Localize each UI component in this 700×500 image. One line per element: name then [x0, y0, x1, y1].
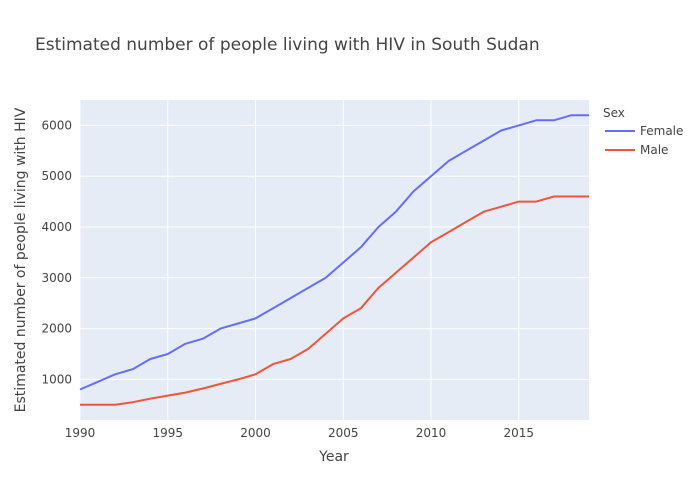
x-tick-label: 2005: [328, 426, 359, 440]
legend-label: Female: [640, 124, 683, 138]
x-tick-label: 2000: [240, 426, 271, 440]
chart-title: Estimated number of people living with H…: [35, 35, 540, 55]
y-tick-label: 5000: [41, 169, 72, 183]
y-tick-label: 4000: [41, 220, 72, 234]
series-line-male: [80, 195, 589, 406]
legend-title: Sex: [603, 106, 625, 120]
y-tick-label: 2000: [41, 322, 72, 336]
legend: Sex Female Male: [603, 106, 683, 157]
legend-item-female[interactable]: Female: [605, 124, 683, 138]
y-tick-label: 1000: [41, 372, 72, 386]
series-line-female: [79, 114, 589, 391]
y-axis-ticks: 1000 2000 3000 4000 5000 6000: [41, 118, 72, 386]
x-tick-label: 1990: [65, 426, 96, 440]
y-axis-title: Estimated number of people living with H…: [13, 107, 29, 412]
plot-area: [80, 100, 589, 420]
x-tick-label: 2010: [416, 426, 447, 440]
x-axis-ticks: 1990 1995 2000 2005 2010 2015: [65, 426, 534, 440]
x-axis-title: Year: [318, 449, 349, 465]
series-lines: [79, 114, 589, 406]
x-tick-label: 2015: [504, 426, 535, 440]
x-tick-label: 1995: [152, 426, 183, 440]
gridlines: [79, 100, 589, 420]
y-tick-label: 3000: [41, 271, 72, 285]
y-tick-label: 6000: [41, 118, 72, 132]
legend-label: Male: [640, 143, 668, 157]
legend-item-male[interactable]: Male: [605, 143, 668, 157]
